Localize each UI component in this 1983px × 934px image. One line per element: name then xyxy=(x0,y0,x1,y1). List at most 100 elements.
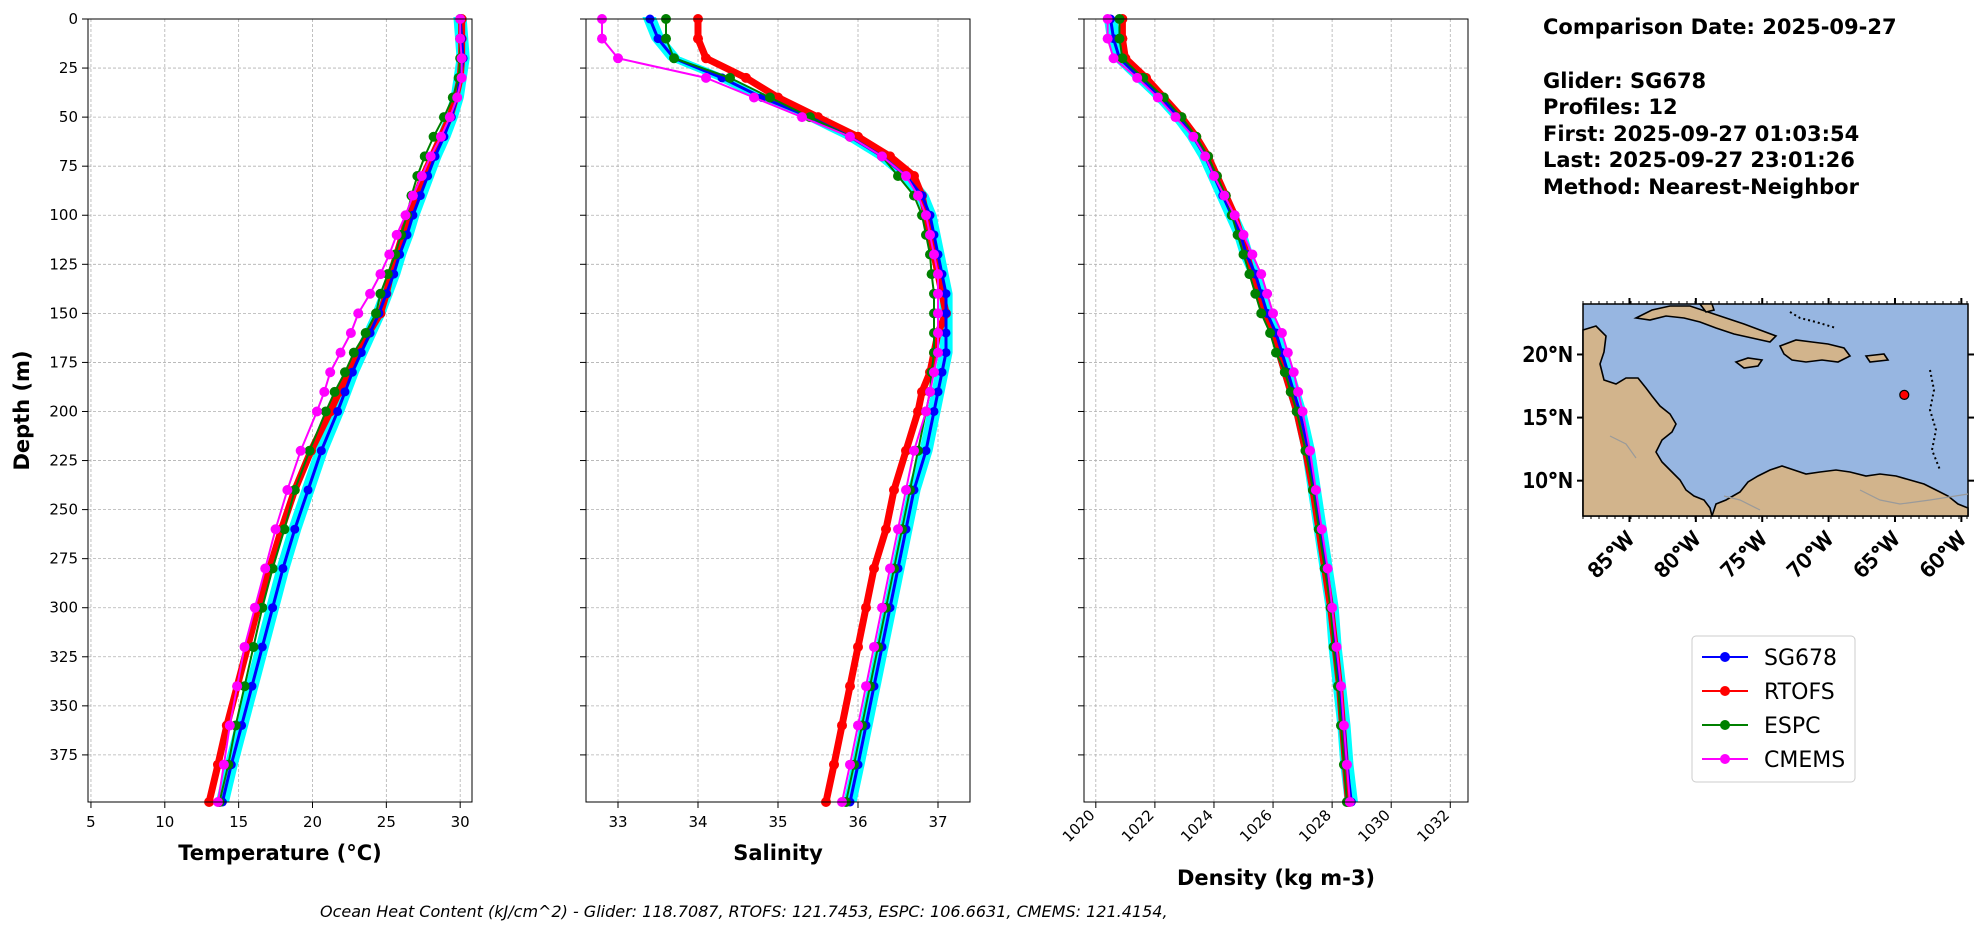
cmems-point xyxy=(425,151,436,162)
cmems-point xyxy=(1276,327,1287,338)
cmems-point xyxy=(1288,367,1299,378)
y-tick-label: 200 xyxy=(49,402,78,420)
cmems-point xyxy=(1229,210,1240,221)
espc-point xyxy=(348,347,359,358)
y-tick-label: 375 xyxy=(49,746,78,764)
rtofs-point xyxy=(885,151,895,162)
cmems-point xyxy=(925,229,935,240)
cmems-point xyxy=(1152,92,1163,103)
espc-point xyxy=(428,131,439,142)
cmems-point xyxy=(701,72,711,83)
x-tick-label: 1026 xyxy=(1236,806,1276,846)
cmems-point xyxy=(1256,269,1267,280)
map-lat-label: 10°N xyxy=(1523,469,1573,493)
map-lon-label: 65°W xyxy=(1848,526,1904,582)
cmems-point xyxy=(877,602,887,613)
cmems-point xyxy=(845,759,855,770)
cmems-point xyxy=(311,406,322,417)
legend-marker xyxy=(1720,720,1730,730)
cmems-point xyxy=(1331,641,1342,652)
espc-point xyxy=(893,170,903,181)
map-lat-label: 20°N xyxy=(1523,342,1573,366)
ocean-heat-content-footer: Ocean Heat Content (kJ/cm^2) - Glider: 1… xyxy=(320,902,1168,921)
glider-point xyxy=(278,563,288,573)
cmems-point xyxy=(845,131,855,142)
cmems-line xyxy=(601,19,939,803)
espc-point xyxy=(725,72,735,83)
cmems-point xyxy=(921,406,931,417)
cmems-point xyxy=(749,92,759,103)
cmems-point xyxy=(1310,484,1321,495)
rtofs-point xyxy=(837,720,847,731)
x-tick-label: 1022 xyxy=(1118,806,1158,846)
cmems-point xyxy=(925,386,935,397)
glider-id: Glider: SG678 xyxy=(1543,68,1707,93)
glider-point xyxy=(941,289,951,299)
y-tick-label: 225 xyxy=(49,452,78,470)
glider-line xyxy=(1109,18,1353,803)
cmems-point xyxy=(1208,170,1219,181)
x-tick-label: 34 xyxy=(688,813,707,831)
map-lon-label: 85°W xyxy=(1583,526,1639,582)
x-tick-label: 20 xyxy=(303,813,322,831)
lesser-antilles xyxy=(1789,311,1941,471)
glider-point xyxy=(340,387,350,397)
cmems-point xyxy=(384,249,395,260)
espc-point xyxy=(279,524,290,535)
cmems-point xyxy=(1108,53,1119,64)
espc-point xyxy=(289,484,300,495)
rtofs-line xyxy=(694,19,950,803)
glider-point xyxy=(356,348,366,358)
x-tick-label: 25 xyxy=(377,813,396,831)
cmems-point xyxy=(1219,190,1230,201)
espc-point xyxy=(304,445,315,456)
x-tick-label: 1030 xyxy=(1354,806,1394,846)
x-tick-label: 1028 xyxy=(1295,806,1335,846)
map-land xyxy=(1582,303,1969,517)
espc-point xyxy=(329,386,340,397)
cmems-point xyxy=(1316,524,1327,535)
cmems-point xyxy=(933,269,943,280)
map-lon-label: 60°W xyxy=(1915,526,1971,582)
cmems-point xyxy=(455,33,466,44)
espc-point xyxy=(1244,269,1255,280)
cmems-point xyxy=(407,190,418,201)
cmems-point xyxy=(1188,131,1199,142)
espc-point xyxy=(1256,308,1267,319)
glider-point xyxy=(303,485,313,495)
espc-point xyxy=(360,327,371,338)
interpolation-method: Method: Nearest-Neighbor xyxy=(1543,174,1859,199)
espc-point xyxy=(248,641,259,652)
cmems-point xyxy=(232,681,243,692)
y-tick-label: 250 xyxy=(49,501,78,519)
espc-point xyxy=(1238,249,1249,260)
cmems-point xyxy=(1335,681,1346,692)
jamaica-island xyxy=(1734,357,1764,369)
rtofs-point xyxy=(853,641,863,652)
espc-point xyxy=(669,53,679,64)
axes-frame xyxy=(87,18,473,803)
cmems-point xyxy=(260,563,271,574)
espc-point xyxy=(765,92,775,103)
cmems-point xyxy=(416,170,427,181)
rtofs-point xyxy=(861,602,871,613)
cmems-point xyxy=(345,327,356,338)
x-tick-label: 37 xyxy=(928,813,947,831)
cmems-point xyxy=(1170,112,1181,123)
cmems-point xyxy=(444,112,455,123)
rtofs-point xyxy=(693,33,703,44)
x-tick-label: 35 xyxy=(768,813,787,831)
cmems-point xyxy=(365,288,376,299)
glider-point xyxy=(290,524,300,534)
rtofs-line xyxy=(1118,19,1352,803)
cmems-point xyxy=(1297,406,1308,417)
cmems-point xyxy=(353,308,364,319)
cmems-point xyxy=(1132,72,1143,83)
cmems-point xyxy=(335,347,346,358)
legend-label: RTOFS xyxy=(1764,680,1835,705)
cmems-point xyxy=(1102,33,1113,44)
cmems-point xyxy=(933,347,943,358)
espc-point xyxy=(257,602,268,613)
cmems-point xyxy=(1200,151,1211,162)
